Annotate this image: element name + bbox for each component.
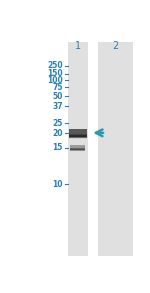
Text: 20: 20 [52, 129, 63, 138]
Text: 150: 150 [47, 69, 63, 78]
Text: 15: 15 [52, 144, 63, 152]
Bar [68, 42, 88, 256]
Bar [98, 42, 133, 256]
Text: 100: 100 [47, 76, 63, 85]
Text: 1: 1 [75, 41, 81, 51]
Text: 50: 50 [52, 92, 63, 100]
Text: 10: 10 [52, 180, 63, 189]
Text: 25: 25 [52, 119, 63, 128]
Bar [70, 144, 85, 149]
Text: 37: 37 [52, 102, 63, 111]
Text: 250: 250 [47, 61, 63, 70]
Text: 75: 75 [52, 83, 63, 91]
Bar [69, 130, 87, 136]
Text: 2: 2 [112, 41, 118, 51]
